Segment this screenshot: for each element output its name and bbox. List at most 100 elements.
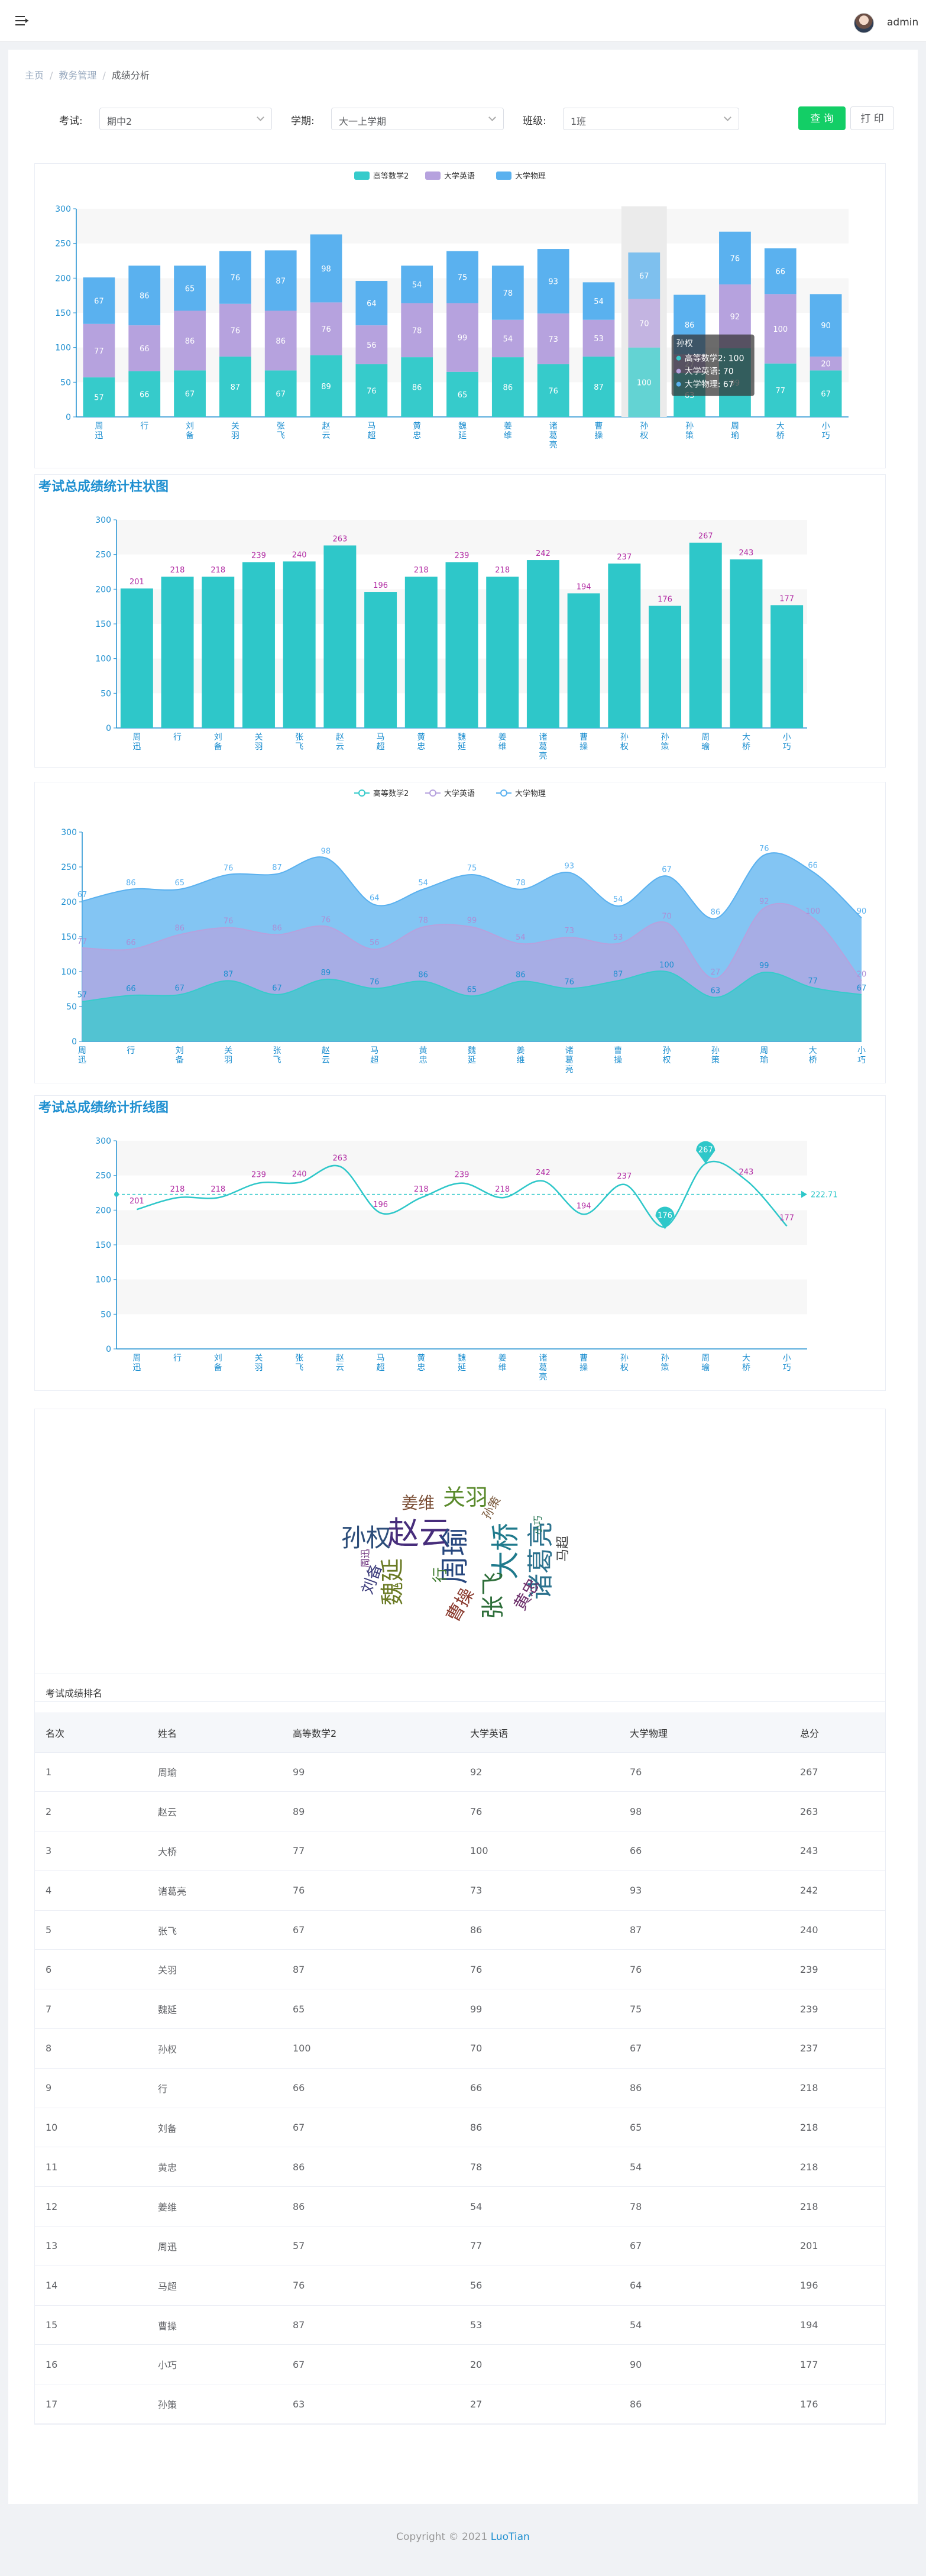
breadcrumb: 主页 / 教务管理 / 成绩分析 bbox=[25, 70, 150, 81]
wordcloud-word: 行 bbox=[432, 1567, 449, 1583]
table-cell: 3 bbox=[35, 1831, 147, 1871]
bar-segment bbox=[764, 294, 797, 364]
area-value-label: 76 bbox=[759, 844, 769, 853]
stacked-area-chart[interactable]: 高等数学2 大学英语 大学物理 0 50 100 150 200 250 300 周迅 行 刘备 关羽 张飞… bbox=[35, 782, 886, 1084]
breadcrumb-current: 成绩分析 bbox=[111, 70, 150, 81]
area-value-label: 54 bbox=[516, 933, 526, 942]
table-cell: 86 bbox=[619, 2384, 789, 2425]
avatar[interactable] bbox=[854, 13, 874, 33]
y-tick-label: 250 bbox=[95, 1172, 111, 1181]
table-row[interactable]: 10 刘备 67 86 65 218 bbox=[35, 2108, 885, 2148]
table-row[interactable]: 17 孙策 63 27 86 176 bbox=[35, 2384, 885, 2425]
exam-select[interactable]: 期中2 bbox=[99, 108, 272, 130]
x-tick-label: 权 bbox=[640, 431, 648, 441]
x-tick-label: 亮 bbox=[549, 440, 558, 450]
table-row[interactable]: 7 魏延 65 99 75 239 bbox=[35, 1989, 885, 2030]
area-value-label: 78 bbox=[418, 916, 428, 925]
area-value-label: 65 bbox=[174, 879, 184, 888]
y-tick-label: 150 bbox=[95, 1241, 111, 1250]
table-row[interactable]: 15 曹操 87 53 54 194 bbox=[35, 2305, 885, 2345]
table-cell: 89 bbox=[282, 1791, 459, 1832]
bar-segment bbox=[810, 356, 842, 371]
table-cell: 6 bbox=[35, 1949, 147, 1990]
total-bar-label: 218 bbox=[495, 566, 510, 575]
x-tick-label: 超 bbox=[367, 431, 375, 441]
query-button[interactable]: 查 询 bbox=[798, 106, 846, 130]
table-cell: 78 bbox=[619, 2186, 789, 2227]
y-tick-label: 250 bbox=[95, 551, 111, 560]
table-row[interactable]: 3 大桥 77 100 66 243 bbox=[35, 1831, 885, 1871]
x-tick-label: 周 bbox=[760, 1046, 768, 1056]
term-select[interactable]: 大一上学期 bbox=[331, 108, 504, 130]
area-value-label: 100 bbox=[805, 907, 820, 916]
area-value-label: 66 bbox=[126, 985, 136, 993]
x-tick-label: 行 bbox=[173, 733, 182, 742]
bar-value-label: 66 bbox=[775, 268, 785, 277]
area-line-1 bbox=[82, 970, 862, 1002]
table-cell: 黄忠 bbox=[147, 2147, 282, 2187]
area-value-label: 77 bbox=[808, 977, 818, 986]
table-row[interactable]: 8 孙权 100 70 67 237 bbox=[35, 2028, 885, 2069]
table-header-cell: 名次 bbox=[35, 1713, 147, 1753]
legend-icon bbox=[358, 789, 365, 797]
table-row[interactable]: 11 黄忠 86 78 54 218 bbox=[35, 2147, 885, 2187]
legend-icon bbox=[500, 789, 507, 797]
table-cell: 魏延 bbox=[147, 1989, 282, 2030]
exam-label: 考试: bbox=[59, 115, 83, 127]
total-bar bbox=[486, 577, 519, 728]
bar-value-label: 93 bbox=[548, 278, 558, 287]
legend-label: 高等数学2 bbox=[373, 171, 409, 181]
author-link[interactable]: LuoTian bbox=[490, 2531, 530, 2543]
bar-value-label: 87 bbox=[276, 277, 286, 286]
table-cell: 8 bbox=[35, 2028, 147, 2069]
total-bar-label: 267 bbox=[698, 532, 713, 541]
table-row[interactable]: 13 周迅 57 77 67 201 bbox=[35, 2226, 885, 2266]
x-tick-label: 魏 bbox=[468, 1046, 476, 1056]
bar-segment bbox=[401, 266, 433, 303]
total-line-chart[interactable]: 0 50 100 150 200 250 300 周迅 行 刘备 关羽 张飞 赵云 马超 黄忠 魏延 姜维 诸葛亮… bbox=[35, 1096, 886, 1391]
table-row[interactable]: 2 赵云 89 76 98 263 bbox=[35, 1791, 885, 1832]
y-tick-label: 50 bbox=[66, 1002, 77, 1012]
table-row[interactable]: 16 小巧 67 20 90 177 bbox=[35, 2344, 885, 2385]
table-row[interactable]: 12 姜维 86 54 78 218 bbox=[35, 2186, 885, 2227]
table-row[interactable]: 5 张飞 67 86 87 240 bbox=[35, 1910, 885, 1950]
print-button[interactable]: 打 印 bbox=[850, 106, 894, 130]
table-row[interactable]: 14 马超 76 56 64 196 bbox=[35, 2266, 885, 2306]
table-row[interactable]: 6 关羽 87 76 76 239 bbox=[35, 1949, 885, 1990]
table-row[interactable]: 4 诸葛亮 76 73 93 242 bbox=[35, 1870, 885, 1911]
table-cell: 98 bbox=[619, 1791, 789, 1832]
total-bar-label: 239 bbox=[455, 552, 470, 561]
y-tick-label: 150 bbox=[95, 620, 111, 629]
hamburger-icon[interactable] bbox=[15, 15, 28, 27]
stacked-bar-chart[interactable]: 高等数学2 大学英语 大学物理 0 50 100 150 200 250 300 周迅 行 刘备 关羽 张飞… bbox=[35, 164, 886, 469]
area-value-label: 77 bbox=[77, 937, 88, 946]
x-tick-label: 云 bbox=[336, 1363, 344, 1373]
area-line-2 bbox=[82, 902, 862, 981]
bar-value-label: 92 bbox=[730, 313, 740, 322]
table-cell: 刘备 bbox=[147, 2108, 282, 2148]
table-cell: 87 bbox=[282, 2305, 459, 2345]
wordcloud-word: 孙权 bbox=[341, 1523, 391, 1552]
table-row[interactable]: 1 周瑜 99 92 76 267 bbox=[35, 1752, 885, 1792]
wordcloud-panel: 赵云 周瑜 大桥 诸葛亮 张飞 孙权 关羽 魏延 刘备 黄忠 姜维 曹操行周迅 孙策 马超 小巧 bbox=[34, 1409, 886, 1702]
class-select[interactable]: 1班 bbox=[563, 108, 739, 130]
table-row[interactable]: 9 行 66 66 86 218 bbox=[35, 2068, 885, 2108]
bar-segment bbox=[174, 266, 206, 311]
area-value-label: 56 bbox=[370, 939, 380, 947]
tooltip-dot bbox=[676, 355, 681, 361]
bar-segment bbox=[310, 302, 342, 355]
breadcrumb-academic[interactable]: 教务管理 bbox=[59, 70, 97, 81]
y-tick-label: 250 bbox=[55, 240, 71, 249]
username-label[interactable]: admin bbox=[887, 17, 919, 28]
stacked-area-panel: 高等数学2 大学英语 大学物理 0 50 100 150 200 250 300 周迅 行 刘备 关羽 张飞… bbox=[34, 782, 886, 1083]
total-bar-chart[interactable]: 0 50 100 150 200 250 300 周迅 行 刘备 关羽 张飞 赵云 马超 黄忠 魏延 姜维 诸葛亮… bbox=[35, 475, 886, 768]
area-value-label: 76 bbox=[224, 917, 234, 926]
area-value-label: 64 bbox=[370, 894, 380, 903]
line-value-label: 242 bbox=[536, 1169, 551, 1177]
tooltip-dot bbox=[676, 368, 681, 374]
breadcrumb-home[interactable]: 主页 bbox=[25, 70, 44, 81]
x-tick-label: 备 bbox=[214, 742, 222, 752]
x-tick-label: 孙 bbox=[640, 422, 648, 431]
y-tick-label: 200 bbox=[95, 1206, 111, 1215]
bar-segment bbox=[174, 370, 206, 417]
